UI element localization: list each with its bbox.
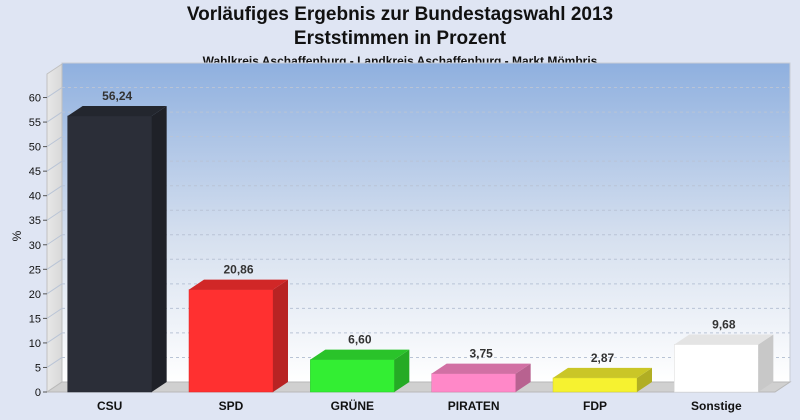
value-label: 20,86 bbox=[223, 263, 253, 277]
y-tick-label: 15 bbox=[29, 313, 41, 325]
y-tick-label: 25 bbox=[29, 264, 41, 276]
gridline-side bbox=[46, 136, 63, 148]
value-label: 6,60 bbox=[348, 333, 372, 347]
y-tick-label: 60 bbox=[29, 93, 41, 105]
x-tick-label: SPD bbox=[219, 399, 244, 413]
y-tick-label: 10 bbox=[29, 338, 41, 350]
gridline-side bbox=[46, 332, 63, 344]
y-tick-label: 45 bbox=[29, 166, 41, 178]
value-label: 56,24 bbox=[102, 89, 132, 103]
gridline-side bbox=[46, 234, 63, 246]
gridline-side bbox=[46, 111, 63, 123]
chart-title-line2: Erststimmen in Prozent bbox=[293, 28, 507, 49]
y-tick-label: 35 bbox=[29, 215, 41, 227]
bar-fdp bbox=[552, 367, 652, 393]
y-tick-label: 5 bbox=[35, 362, 41, 374]
bar-csu bbox=[67, 105, 167, 393]
x-tick-label: CSU bbox=[97, 399, 122, 413]
y-tick-label: 55 bbox=[29, 117, 41, 129]
bar-piraten bbox=[431, 363, 531, 393]
value-label: 2,87 bbox=[591, 351, 615, 365]
gridline-side bbox=[46, 87, 63, 98]
chart-title: Vorläufiges Ergebnis zur Bundestagswahl … bbox=[186, 4, 614, 25]
gridline-side bbox=[46, 185, 63, 197]
value-label: 9,68 bbox=[712, 317, 736, 331]
y-tick-label: 40 bbox=[29, 191, 41, 203]
gridline-side bbox=[46, 160, 63, 172]
value-label: 3,75 bbox=[469, 347, 493, 361]
y-tick-label: 0 bbox=[35, 387, 41, 399]
gridline-side bbox=[46, 209, 63, 221]
bar-spd bbox=[188, 279, 288, 393]
gridline-side bbox=[46, 307, 63, 319]
gridline-side bbox=[46, 357, 63, 368]
gridline-side bbox=[46, 258, 63, 270]
bar-grüne bbox=[310, 349, 410, 393]
y-axis-label: % bbox=[10, 230, 24, 241]
y-tick-label: 30 bbox=[29, 240, 41, 252]
bar-sonstige bbox=[674, 334, 774, 393]
x-tick-label: PIRATEN bbox=[448, 399, 500, 413]
gridline-side bbox=[46, 283, 63, 295]
x-tick-label: Sonstige bbox=[691, 399, 742, 413]
x-tick-label: GRÜNE bbox=[331, 398, 374, 413]
y-tick-label: 20 bbox=[29, 289, 41, 301]
plot-background bbox=[61, 62, 791, 383]
y-tick-label: 50 bbox=[29, 142, 41, 154]
x-tick-label: FDP bbox=[583, 399, 607, 413]
